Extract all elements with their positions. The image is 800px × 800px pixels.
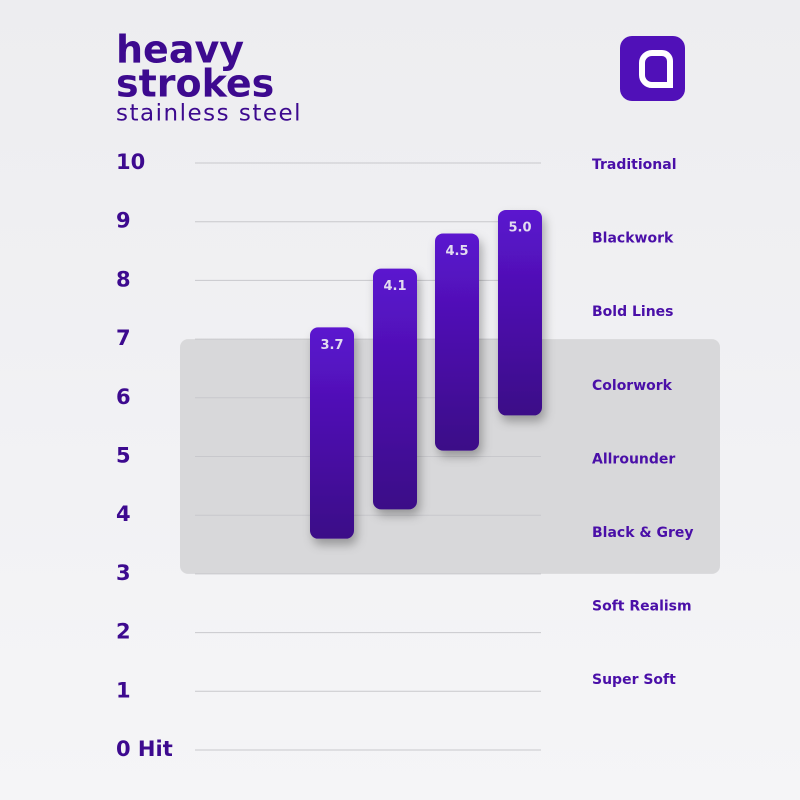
y-tick-label: 6	[116, 385, 131, 409]
bar-label: 3.7	[320, 338, 343, 353]
y-tick-label: 10	[116, 150, 145, 174]
y-tick-label: 5	[116, 444, 131, 468]
y-tick-label: 9	[116, 209, 131, 233]
bar	[310, 327, 354, 539]
chart-subtitle: strokes	[116, 62, 274, 106]
scale-label: Blackwork	[592, 231, 674, 247]
y-tick-label: 4	[116, 502, 131, 526]
y-tick-label: 2	[116, 620, 131, 644]
y-tick-label: 0 Hit	[116, 737, 173, 761]
logo	[620, 36, 685, 101]
bar	[498, 209, 542, 416]
y-tick-label: 3	[116, 561, 131, 585]
scale-label: Super Soft	[592, 672, 676, 688]
chart-title: heavy	[116, 28, 244, 72]
bar-label: 4.5	[445, 244, 468, 259]
scale-label: Colorwork	[592, 378, 673, 394]
scale-label: Bold Lines	[592, 304, 674, 320]
y-tick-label: 1	[116, 678, 131, 702]
bar	[373, 268, 417, 510]
y-tick-label: 8	[116, 267, 131, 291]
y-tick-label: 7	[116, 326, 131, 350]
bar-label: 4.1	[383, 279, 406, 294]
caption: stainless steel	[116, 101, 302, 127]
bar	[435, 233, 479, 451]
scale-label: Traditional	[592, 157, 677, 173]
scale-label: Soft Realism	[592, 599, 692, 615]
bar-label: 5.0	[508, 220, 531, 235]
scale-label: Allrounder	[592, 451, 675, 467]
scale-label: Black & Grey	[592, 525, 694, 541]
